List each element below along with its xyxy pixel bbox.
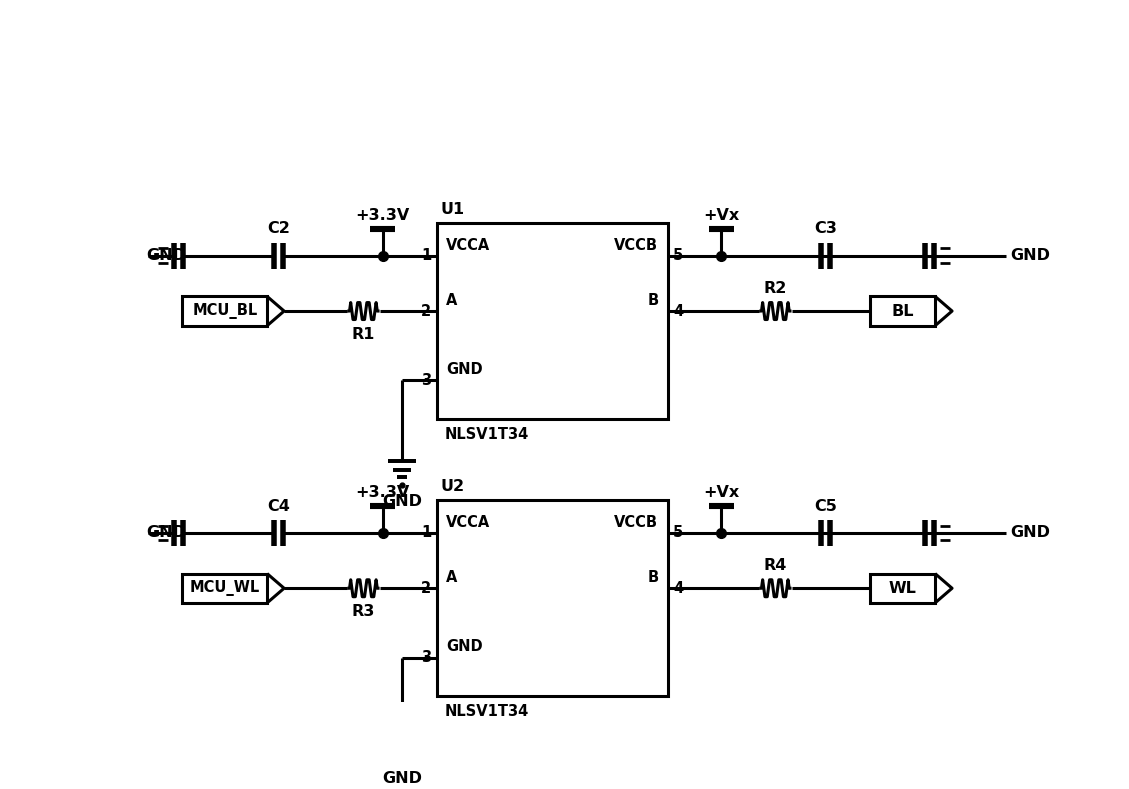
Text: R4: R4 <box>763 558 787 573</box>
Text: NLSV1T34: NLSV1T34 <box>444 427 528 442</box>
Text: GND: GND <box>1010 525 1050 540</box>
Text: U1: U1 <box>440 202 464 217</box>
Text: MCU_BL: MCU_BL <box>192 303 257 319</box>
Text: GND: GND <box>147 525 186 540</box>
Text: R1: R1 <box>352 327 375 342</box>
Bar <box>869 297 935 326</box>
Text: VCCB: VCCB <box>614 237 658 252</box>
Text: GND: GND <box>446 362 482 377</box>
Text: NLSV1T34: NLSV1T34 <box>444 704 528 719</box>
Text: 5: 5 <box>673 248 683 263</box>
Text: 5: 5 <box>673 525 683 540</box>
Bar <box>183 574 268 603</box>
Text: B: B <box>647 293 658 308</box>
Text: U2: U2 <box>440 479 464 495</box>
Text: A: A <box>446 293 457 308</box>
Text: MCU_WL: MCU_WL <box>190 580 260 596</box>
Text: C3: C3 <box>814 222 837 237</box>
Text: 2: 2 <box>421 581 431 596</box>
Text: VCCA: VCCA <box>446 514 490 529</box>
Text: A: A <box>446 570 457 585</box>
Text: +Vx: +Vx <box>703 208 739 223</box>
Text: GND: GND <box>382 494 422 509</box>
Text: GND: GND <box>446 639 482 654</box>
Text: +Vx: +Vx <box>703 485 739 500</box>
Text: GND: GND <box>382 771 422 786</box>
Text: 3: 3 <box>421 373 431 388</box>
Text: +3.3V: +3.3V <box>356 485 410 500</box>
Text: 1: 1 <box>421 525 431 540</box>
Text: 1: 1 <box>421 248 431 263</box>
Bar <box>869 574 935 603</box>
Text: 2: 2 <box>421 304 431 319</box>
Text: R3: R3 <box>352 604 375 619</box>
Text: C4: C4 <box>268 499 290 514</box>
Text: VCCB: VCCB <box>614 514 658 529</box>
Text: B: B <box>647 570 658 585</box>
Text: C5: C5 <box>814 499 837 514</box>
Text: GND: GND <box>1010 248 1050 263</box>
Bar <box>437 223 667 419</box>
Text: 4: 4 <box>673 304 683 319</box>
Bar <box>183 297 268 326</box>
Text: VCCA: VCCA <box>446 237 490 252</box>
Text: 4: 4 <box>673 581 683 596</box>
Text: C2: C2 <box>268 222 290 237</box>
Text: GND: GND <box>147 248 186 263</box>
Bar <box>437 500 667 696</box>
Text: 3: 3 <box>421 650 431 665</box>
Text: WL: WL <box>889 581 917 596</box>
Text: BL: BL <box>891 304 913 319</box>
Text: +3.3V: +3.3V <box>356 208 410 223</box>
Text: R2: R2 <box>763 281 787 296</box>
